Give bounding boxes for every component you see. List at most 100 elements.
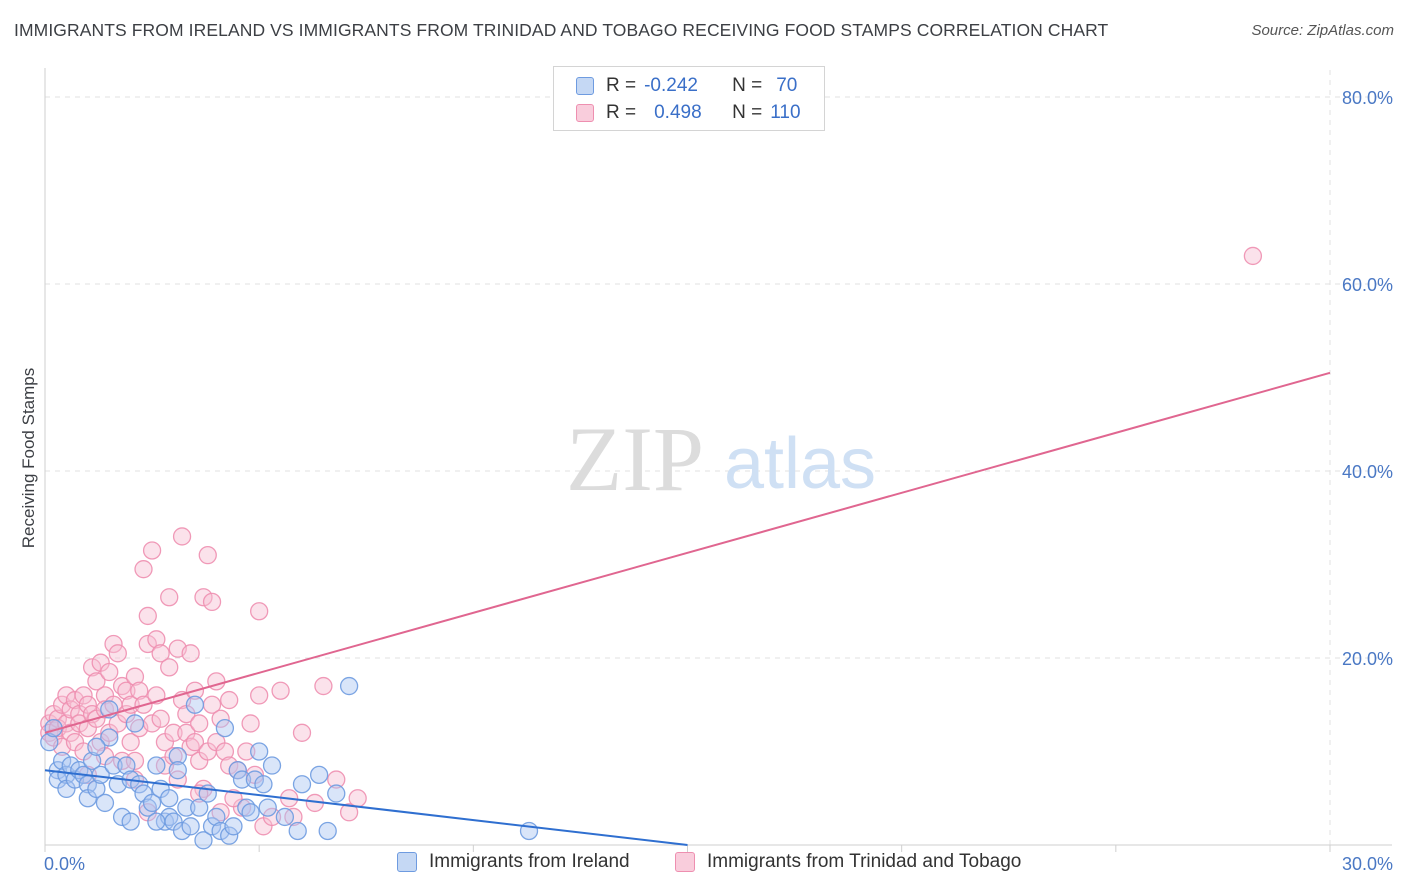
ireland-point-58 xyxy=(258,798,277,817)
trinidad-point-80 xyxy=(211,709,230,728)
y-tick-label-2: 60.0% xyxy=(1342,275,1393,295)
ireland-point-60 xyxy=(275,807,295,827)
trinidad-point-27 xyxy=(95,700,115,719)
trinidad-point-108 xyxy=(125,751,145,770)
series-legend: Immigrants from Ireland Immigrants from … xyxy=(0,851,1406,877)
trinidad-point-28 xyxy=(100,662,119,682)
x-tick-label-1: 30.0% xyxy=(1342,854,1393,874)
trinidad-point-67 xyxy=(181,644,200,663)
correlation-legend: R = -0.242 N = 70 R = 0.498 N = 110 xyxy=(553,66,825,131)
trend-lines xyxy=(44,371,1331,846)
ireland-point-37 xyxy=(168,761,187,780)
ireland-point-25 xyxy=(125,714,145,733)
legend-label-trinidad: Immigrants from Trinidad and Tobago xyxy=(707,851,1022,872)
trinidad-point-48 xyxy=(142,541,162,560)
legend-r-value: -0.242 xyxy=(644,75,698,96)
ireland-point-39 xyxy=(177,798,196,817)
trinidad-point-87 xyxy=(237,742,256,761)
trinidad-point-57 xyxy=(160,658,179,677)
trinidad-point-44 xyxy=(134,560,153,579)
trinidad-point-61 xyxy=(168,770,187,789)
legend-n-label: N = xyxy=(732,75,763,96)
trinidad-point-32 xyxy=(108,644,127,663)
ireland-point-54 xyxy=(241,803,260,822)
ireland-point-49 xyxy=(220,826,239,845)
ireland-point-61 xyxy=(288,821,307,841)
trinidad-point-72 xyxy=(194,588,213,607)
trinidad-point-94 xyxy=(271,681,290,700)
trinidad-point-20 xyxy=(82,658,102,677)
ireland-point-48 xyxy=(215,718,235,738)
trinidad-point-59 xyxy=(164,723,183,742)
ireland-point-21 xyxy=(112,807,132,827)
ireland-point-50 xyxy=(224,817,243,836)
y-tick-label-1: 40.0% xyxy=(1342,462,1393,482)
ireland-point-40 xyxy=(181,817,200,836)
trinidad-point-42 xyxy=(130,681,149,700)
ireland-point-43 xyxy=(194,831,213,850)
ireland-point-42 xyxy=(190,798,209,817)
axes xyxy=(44,68,1392,852)
ireland-point-69 xyxy=(147,812,166,831)
trinidad-point-4 xyxy=(48,709,67,728)
ireland-point-22 xyxy=(117,756,136,775)
trinidad-point-39 xyxy=(121,733,140,752)
trinidad-point-71 xyxy=(190,714,209,733)
trinidad-point-18 xyxy=(78,695,97,714)
ireland-point-59 xyxy=(262,756,282,775)
trinidad-point-100 xyxy=(339,803,359,822)
y-tick-label-0: 20.0% xyxy=(1342,649,1393,669)
legend-swatch-ireland xyxy=(397,852,417,872)
trinidad-point-36 xyxy=(117,681,136,700)
legend-item-ireland: Immigrants from Ireland xyxy=(397,851,630,873)
ireland-point-23 xyxy=(121,812,140,831)
ireland-point-62 xyxy=(292,775,312,794)
trinidad-point-50 xyxy=(147,630,166,649)
series-ireland-points xyxy=(40,676,539,850)
ireland-point-0 xyxy=(40,733,59,752)
ireland-point-29 xyxy=(142,793,162,813)
ireland-point-4 xyxy=(52,751,72,770)
trinidad-point-83 xyxy=(220,690,239,710)
trinidad-point-104 xyxy=(224,789,243,808)
trinidad-point-47 xyxy=(138,634,157,654)
ireland-point-51 xyxy=(228,761,247,780)
ireland-point-55 xyxy=(245,770,265,789)
legend-swatch-trinidad xyxy=(675,852,695,872)
trinidad-point-98 xyxy=(314,676,333,696)
ireland-point-52 xyxy=(232,770,252,789)
legend-r-value: 0.498 xyxy=(654,102,702,123)
trinidad-point-93 xyxy=(262,807,282,827)
chart-title: IMMIGRANTS FROM IRELAND VS IMMIGRANTS FR… xyxy=(14,20,1109,40)
ireland-point-56 xyxy=(250,742,269,761)
ireland-point-65 xyxy=(327,784,346,803)
ireland-point-19 xyxy=(104,756,123,775)
ireland-point-63 xyxy=(309,765,329,785)
trend-line-trinidad xyxy=(44,371,1331,734)
trinidad-point-58 xyxy=(164,747,183,766)
trinidad-point-46 xyxy=(138,606,157,626)
ireland-point-36 xyxy=(168,747,187,766)
y-axis-label: Receiving Food Stamps xyxy=(19,368,38,548)
trinidad-point-84 xyxy=(220,756,239,775)
trinidad-point-106 xyxy=(1243,246,1263,266)
legend-item-trinidad: Immigrants from Trinidad and Tobago xyxy=(675,851,1021,873)
ireland-point-17 xyxy=(100,728,119,747)
legend-label-ireland: Immigrants from Ireland xyxy=(429,851,630,872)
ireland-point-30 xyxy=(147,756,166,775)
trinidad-point-40 xyxy=(125,667,145,686)
grid-lines xyxy=(45,70,1392,845)
legend-r-label: R = xyxy=(606,102,637,123)
legend-swatch-trinidad xyxy=(576,104,594,122)
watermark-zip: ZIP xyxy=(566,408,704,510)
ireland-point-46 xyxy=(207,807,226,827)
trinidad-point-62 xyxy=(172,527,192,546)
trinidad-point-91 xyxy=(250,686,269,705)
legend-n-value: 110 xyxy=(770,102,801,123)
legend-n-value: 70 xyxy=(776,75,798,96)
ireland-point-66 xyxy=(339,676,359,696)
watermark-atlas: atlas xyxy=(724,424,876,504)
ireland-point-45 xyxy=(202,817,222,836)
legend-swatch-ireland xyxy=(576,77,594,95)
ireland-point-14 xyxy=(87,779,106,799)
